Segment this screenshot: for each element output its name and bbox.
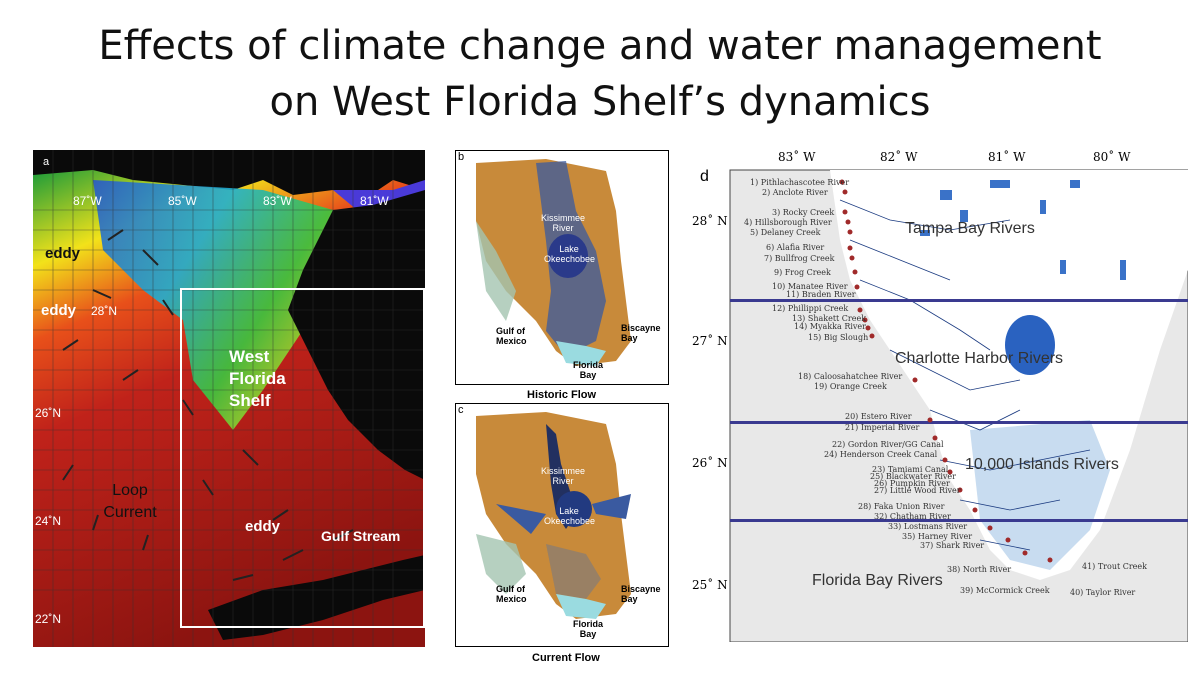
loop-current-label: Loop Current — [103, 482, 157, 521]
river-label: 18) Caloosahatchee River — [798, 372, 903, 381]
eddy-label-2: eddy — [41, 302, 77, 319]
river-label: 14) Myakka River — [794, 322, 866, 331]
lat-label-22n: 22˚N — [35, 612, 62, 626]
gulf-of-mexico-label: Gulf of Mexico — [496, 584, 527, 604]
river-label: 39) McCormick Creek — [960, 586, 1050, 595]
lon-label-82w: 82˚ W — [880, 150, 918, 164]
panel-b-letter: b — [458, 151, 465, 163]
florida-bay-label: Florida Bay — [572, 619, 603, 639]
river-label: 2) Anclote River — [762, 188, 828, 197]
panel-a-gulf-sst-map: a 87˚W 85˚W 83˚W 81˚W 28˚N 26˚N 24˚N 22˚… — [33, 150, 425, 647]
river-map-graphic — [729, 169, 1188, 642]
lon-label-83w: 83˚ W — [778, 150, 816, 164]
river-label: 11) Braden River — [786, 290, 856, 299]
slide-title-line-1: Effects of climate change and water mana… — [98, 23, 1102, 69]
historic-flow-map — [476, 159, 631, 366]
historic-flow-caption: Historic Flow — [527, 389, 597, 401]
lat-label-26n: 26˚N — [35, 406, 62, 420]
river-label: 5) Delaney Creek — [750, 228, 821, 237]
river-label: 21) Imperial River — [845, 423, 920, 432]
panel-c-current-flow: c Kissimmee River Lake Okeechobee Gulf o… — [455, 403, 669, 647]
region-charlotte-harbor-rivers: Charlotte Harbor Rivers — [895, 350, 1064, 367]
river-label: 1) Pithlachascotee River — [750, 178, 850, 187]
lon-label-87w: 87˚W — [73, 194, 102, 208]
lat-label-25n: 25˚ N — [692, 578, 728, 592]
river-label: 19) Orange Creek — [814, 382, 887, 391]
river-label: 7) Bullfrog Creek — [764, 254, 835, 263]
river-label: 35) Harney River — [902, 532, 973, 541]
current-flow-caption: Current Flow — [532, 652, 600, 664]
river-label: 20) Estero River — [845, 412, 912, 421]
river-label: 41) Trout Creek — [1082, 562, 1147, 571]
gulf-of-mexico-label: Gulf of Mexico — [496, 326, 527, 346]
lat-label-28n: 28˚N — [91, 304, 118, 318]
river-label: 27) Little Wood River — [874, 486, 961, 495]
kissimmee-river-label: Kissimmee River — [540, 466, 585, 486]
lon-label-83w: 83˚W — [263, 194, 292, 208]
river-label: 26) Pumpkin River — [874, 479, 950, 488]
lat-label-26n: 26˚ N — [692, 456, 728, 470]
river-label: 15) Big Slough — [808, 333, 869, 342]
river-label: 3) Rocky Creek — [772, 208, 835, 217]
panel-b-historic-flow: b Kissimmee River Lake Okeechobee Gulf o… — [455, 150, 669, 385]
panel-a-letter: a — [43, 156, 50, 168]
lat-label-28n: 28˚ N — [692, 214, 728, 228]
panel-d-river-map: d 83˚ W 82˚ W 81˚ W 80˚ W 28˚ N 27˚ N 26… — [690, 150, 1188, 642]
kissimmee-river-label: Kissimmee River — [540, 213, 585, 233]
river-label: 4) Hillsborough River — [744, 218, 832, 227]
current-flow-map — [476, 412, 631, 619]
river-label: 33) Lostmans River — [888, 522, 968, 531]
lake-okeechobee-label: Lake Okeechobee — [544, 506, 596, 526]
river-label: 22) Gordon River/GG Canal — [832, 440, 944, 449]
river-label: 13) Shakett Creek — [792, 314, 867, 323]
sst-map-graphic — [33, 150, 425, 647]
lon-label-81w: 81˚ W — [988, 150, 1026, 164]
region-florida-bay-rivers: Florida Bay Rivers — [812, 572, 943, 589]
river-label: 10) Manatee River — [772, 282, 848, 291]
lon-label-80w: 80˚ W — [1093, 150, 1131, 164]
panel-d-letter: d — [700, 168, 709, 185]
west-florida-shelf-label: West Florida Shelf — [229, 347, 286, 410]
biscayne-bay-label: Biscayne Bay — [621, 584, 661, 604]
river-label: 38) North River — [947, 565, 1012, 574]
lake-okeechobee-label: Lake Okeechobee — [544, 244, 596, 264]
gulf-stream-label: Gulf Stream — [321, 528, 401, 544]
river-label: 23) Tamiami Canal — [872, 465, 949, 474]
river-label: 40) Taylor River — [1070, 588, 1136, 597]
lon-label-81w: 81˚W — [360, 194, 389, 208]
river-label: 37) Shark River — [920, 541, 985, 550]
region-10000-islands-rivers: 10,000 Islands Rivers — [965, 456, 1119, 473]
eddy-label-1: eddy — [45, 245, 81, 262]
florida-bay-label: Florida Bay — [572, 360, 603, 380]
slide-title-line-2: on West Florida Shelf’s dynamics — [269, 79, 931, 125]
region-tampa-bay-rivers: Tampa Bay Rivers — [905, 220, 1035, 237]
lat-label-27n: 27˚ N — [692, 334, 728, 348]
river-label: 6) Alafia River — [766, 243, 825, 252]
river-label: 28) Faka Union River — [858, 502, 945, 511]
biscayne-bay-label: Biscayne Bay — [621, 323, 661, 343]
river-label: 25) Blackwater River — [870, 472, 956, 481]
river-label: 9) Frog Creek — [774, 268, 831, 277]
river-label: 32) Chatham River — [874, 512, 951, 521]
river-label: 12) Phillippi Creek — [772, 304, 849, 313]
eddy-label-3: eddy — [245, 518, 281, 535]
panel-c-letter: c — [458, 404, 464, 416]
river-label: 24) Henderson Creek Canal — [824, 450, 938, 459]
lat-label-24n: 24˚N — [35, 514, 62, 528]
lon-label-85w: 85˚W — [168, 194, 197, 208]
